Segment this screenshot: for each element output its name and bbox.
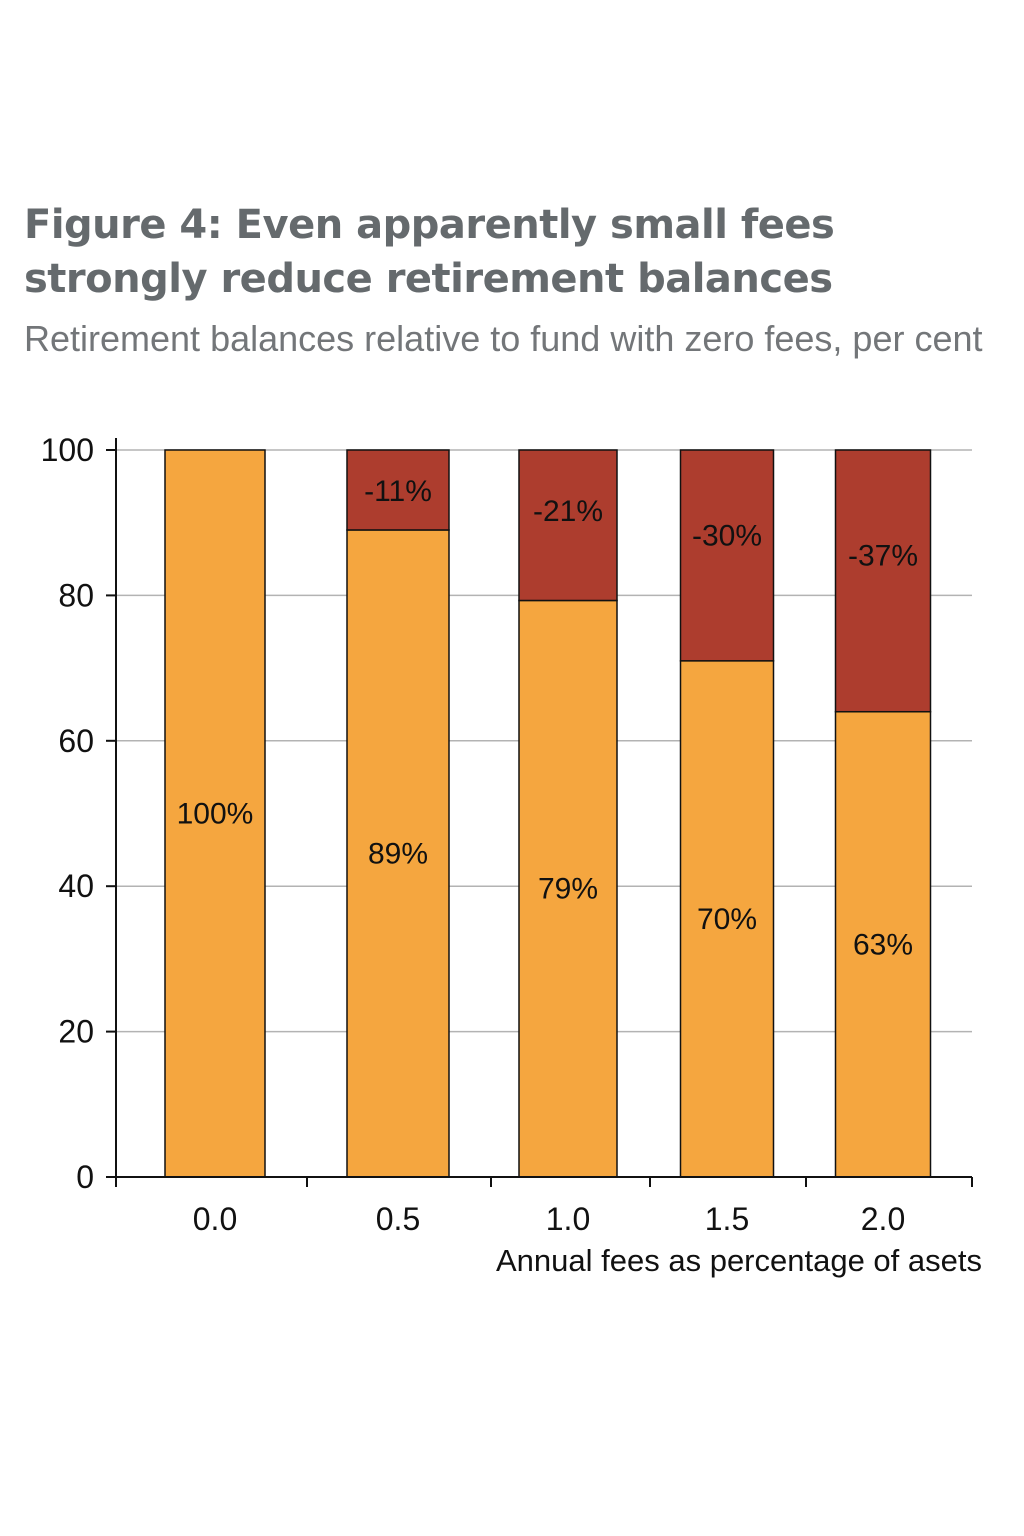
bar-lost-0.5 [346, 449, 450, 531]
chart-subtitle: Retirement balances relative to fund wit… [24, 318, 983, 359]
y-tick-label: 0 [76, 1159, 94, 1195]
bar-retained-2.0 [834, 710, 932, 1178]
y-tick-label: 80 [58, 577, 94, 613]
x-tick-label: 1.5 [705, 1201, 749, 1237]
y-tick-label: 100 [41, 432, 94, 468]
labels: 100% -11% 89% -21% 79% -30% 70% -37% 63% [177, 475, 918, 961]
bar-label-retained: 100% [177, 798, 254, 831]
axes: 0 20 40 60 80 100 0.0 0.5 1.0 1.5 2.0 Annual fees a… [41, 432, 982, 1278]
bar-lost-2.0 [834, 449, 932, 713]
x-tick-label: 1.0 [546, 1201, 590, 1237]
bar-label-retained: 89% [368, 837, 428, 870]
bar-lost-1.5 [679, 449, 775, 662]
bar-retained-0.0 [164, 449, 266, 1178]
bar-label-retained: 79% [538, 873, 598, 906]
bar-label-retained: 70% [697, 903, 757, 936]
y-tick-label: 20 [58, 1014, 94, 1050]
bar-retained-1.0 [518, 599, 618, 1178]
x-axis-title: Annual fees as percentage of asets [496, 1243, 982, 1278]
bar-label-retained: 63% [853, 928, 913, 961]
bar-retained-0.5 [346, 529, 450, 1178]
y-tick-label: 40 [58, 868, 94, 904]
bar-retained-1.5 [679, 660, 775, 1178]
bar-label-lost: -11% [364, 475, 432, 508]
x-tick-label: 0.5 [376, 1201, 420, 1237]
x-tick-label: 2.0 [861, 1201, 905, 1237]
chart-title: Figure 4: Even apparently small fees str… [24, 202, 835, 302]
bar-label-lost: -37% [848, 540, 918, 573]
bar-label-lost: -21% [533, 495, 603, 528]
bar-lost-1.0 [518, 449, 618, 602]
bar-label-lost: -30% [692, 519, 762, 552]
x-tick-label: 0.0 [193, 1201, 237, 1237]
y-tick-label: 60 [58, 723, 94, 759]
bars [164, 449, 932, 1178]
